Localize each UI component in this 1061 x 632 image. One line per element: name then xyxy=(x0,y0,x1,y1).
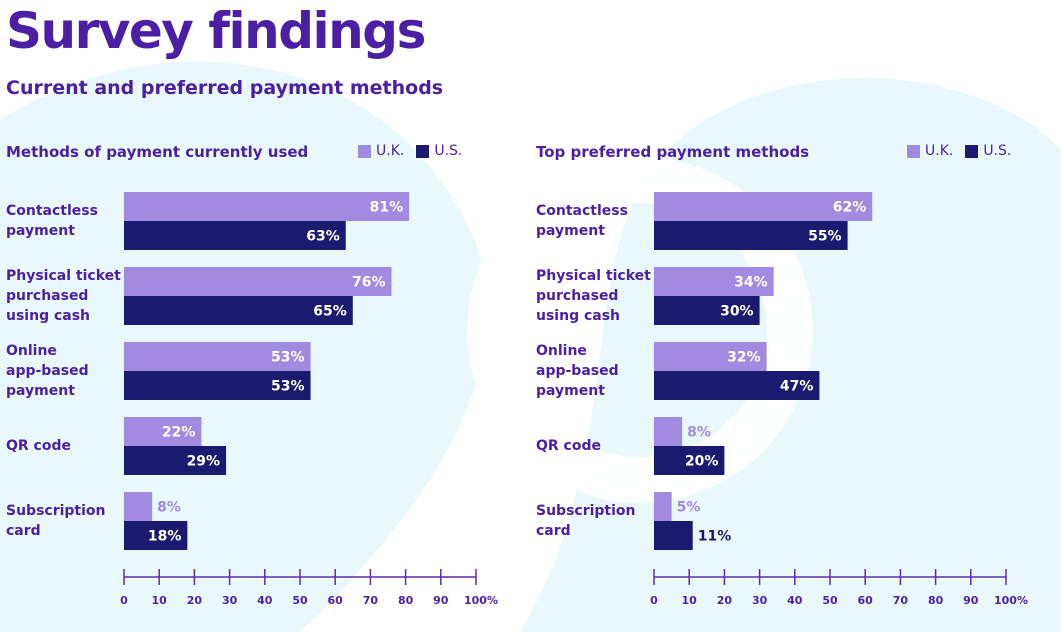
x-tick-label: 20 xyxy=(187,594,203,607)
data-label: 11% xyxy=(698,529,732,545)
background-ring xyxy=(467,157,813,503)
data-label: 30% xyxy=(720,304,754,320)
x-tick-label: 90 xyxy=(963,594,979,607)
bar-us xyxy=(124,521,188,550)
legend: U.K. U.S. xyxy=(907,142,1023,160)
data-label: 53% xyxy=(271,379,305,395)
bar-uk xyxy=(654,417,683,446)
x-tick-label: 10 xyxy=(152,594,168,607)
x-tick-label: 80 xyxy=(398,594,414,607)
category-label: Online app-based payment xyxy=(536,343,619,399)
x-tick-label: 60 xyxy=(858,594,874,607)
legend-item-us: U.S. xyxy=(965,143,1011,159)
legend-label-uk: U.K. xyxy=(925,143,954,159)
legend: U.K. U.S. xyxy=(358,142,474,160)
data-label: 65% xyxy=(313,304,347,320)
chart-title: Methods of payment currently used xyxy=(6,143,309,161)
bar-us xyxy=(654,221,848,250)
data-label: 20% xyxy=(685,454,719,470)
data-label: 5% xyxy=(677,500,701,516)
category-label: QR code xyxy=(536,438,601,454)
x-tick-label: 50 xyxy=(822,594,838,607)
bar-uk xyxy=(654,342,767,371)
legend-label-us: U.S. xyxy=(983,143,1012,159)
bar-uk xyxy=(124,192,410,221)
chart-title: Top preferred payment methods xyxy=(536,143,810,161)
legend-item-uk: U.K. xyxy=(907,143,953,159)
x-tick-label: 30 xyxy=(222,594,238,607)
x-tick-label: 100% xyxy=(464,594,498,607)
bar-uk xyxy=(124,267,392,296)
x-tick-label: 50 xyxy=(292,594,308,607)
category-label: Contactless payment xyxy=(536,203,628,239)
data-label: 53% xyxy=(271,350,305,366)
legend-swatch-uk xyxy=(907,144,920,158)
bar-us xyxy=(654,446,725,475)
category-label: Physical ticket purchased using cash xyxy=(6,268,121,324)
data-label: 8% xyxy=(687,425,711,441)
bar-uk xyxy=(124,492,153,521)
legend-label-us: U.S. xyxy=(434,143,463,159)
x-tick-label: 10 xyxy=(682,594,698,607)
category-label: Subscription card xyxy=(6,503,106,539)
data-label: 55% xyxy=(808,229,842,245)
data-label: 29% xyxy=(187,454,221,470)
data-label: 62% xyxy=(833,200,867,216)
category-label: QR code xyxy=(6,438,71,454)
data-label: 8% xyxy=(157,500,181,516)
x-tick-label: 60 xyxy=(328,594,344,607)
bar-us xyxy=(654,521,693,550)
page-subtitle: Current and preferred payment methods xyxy=(6,77,444,99)
bar-uk xyxy=(654,192,873,221)
data-label: 22% xyxy=(162,425,196,441)
legend-swatch-uk xyxy=(358,144,371,158)
data-label: 63% xyxy=(306,229,340,245)
legend-swatch-us xyxy=(416,144,430,158)
category-label: Contactless payment xyxy=(6,203,98,239)
x-tick-label: 20 xyxy=(717,594,733,607)
bar-uk xyxy=(124,342,311,371)
bar-us xyxy=(124,371,311,400)
legend-label-uk: U.K. xyxy=(376,143,405,159)
x-tick-label: 0 xyxy=(650,594,658,607)
x-tick-label: 70 xyxy=(893,594,909,607)
x-tick-label: 70 xyxy=(363,594,379,607)
data-label: 18% xyxy=(148,529,182,545)
x-tick-label: 40 xyxy=(257,594,273,607)
x-tick-label: 90 xyxy=(433,594,449,607)
bar-uk xyxy=(654,492,672,521)
data-label: 34% xyxy=(734,275,768,291)
legend-item-uk: U.K. xyxy=(358,143,404,159)
data-label: 32% xyxy=(727,350,761,366)
bar-uk xyxy=(654,267,774,296)
data-label: 81% xyxy=(370,200,404,216)
data-label: 47% xyxy=(780,379,814,395)
x-tick-label: 0 xyxy=(120,594,128,607)
data-label: 76% xyxy=(352,275,386,291)
page-title: Survey findings xyxy=(6,2,426,60)
x-tick-label: 30 xyxy=(752,594,768,607)
x-tick-label: 40 xyxy=(787,594,803,607)
category-label: Subscription card xyxy=(536,503,636,539)
legend-item-us: U.S. xyxy=(416,143,462,159)
legend-swatch-us xyxy=(965,144,979,158)
bar-uk xyxy=(124,417,202,446)
bar-us xyxy=(654,371,820,400)
category-label: Online app-based payment xyxy=(6,343,89,399)
bar-us xyxy=(124,221,346,250)
x-tick-label: 100% xyxy=(994,594,1028,607)
bar-us xyxy=(124,296,353,325)
bar-us xyxy=(654,296,760,325)
x-tick-label: 80 xyxy=(928,594,944,607)
bar-us xyxy=(124,446,227,475)
category-label: Physical ticket purchased using cash xyxy=(536,268,651,324)
